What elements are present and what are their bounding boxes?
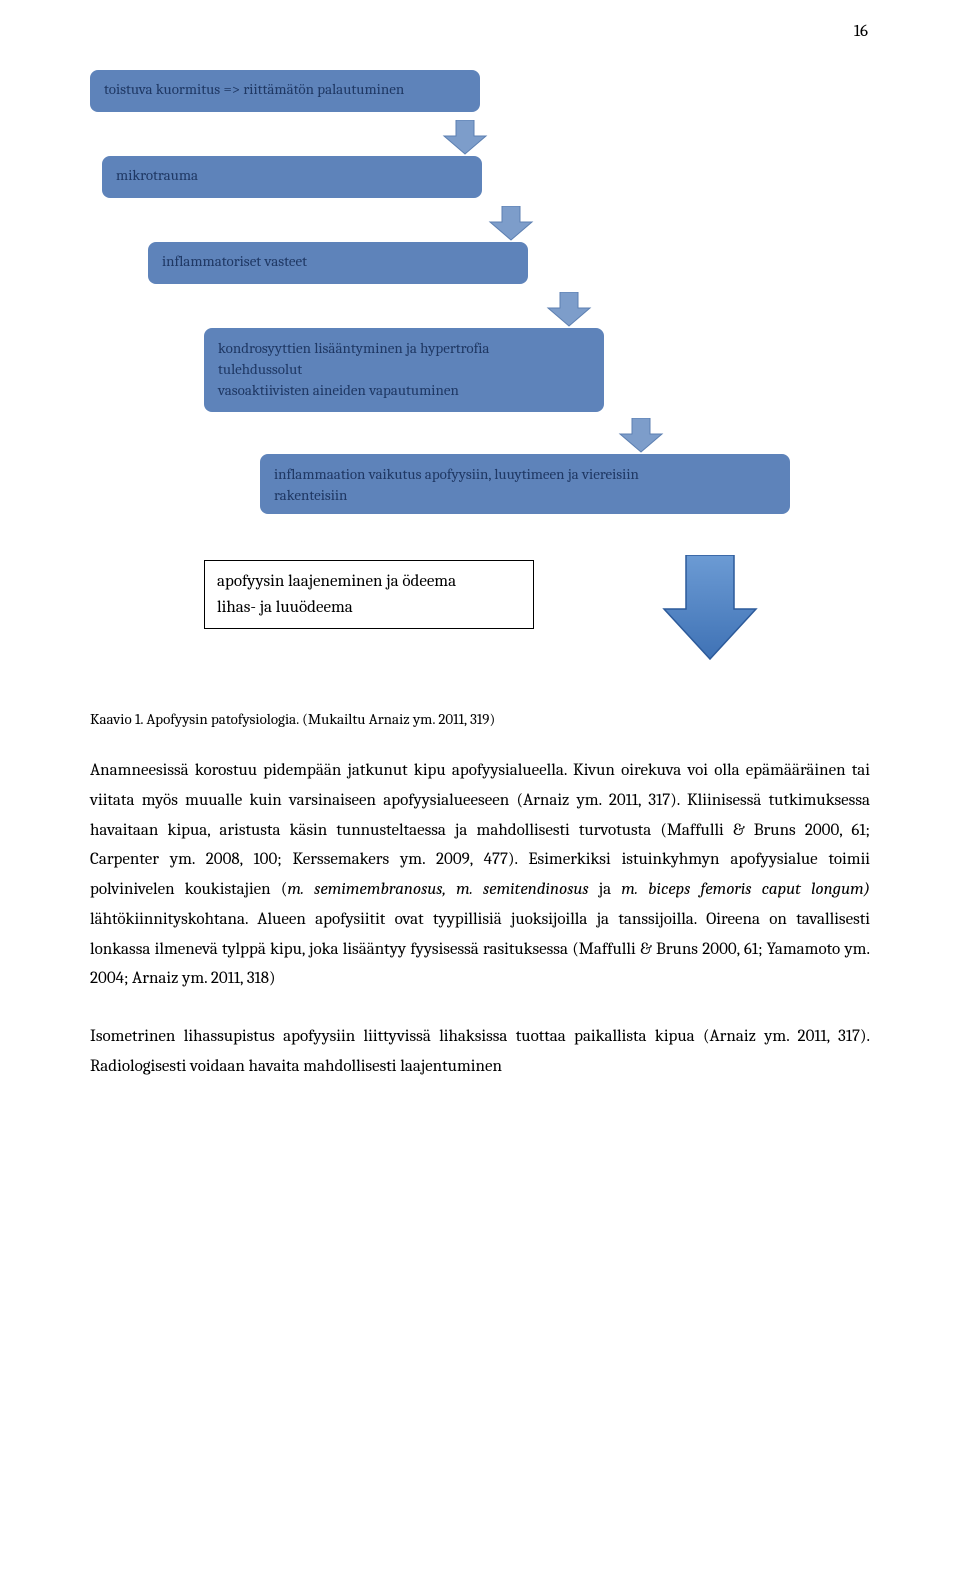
big-arrow-icon [660,555,760,665]
para1-part-b: ja [599,880,611,899]
page-number: 16 [854,22,868,41]
figure-caption: Kaavio 1. Apofyysin patofysiologia. (Muk… [90,710,870,728]
flow-box-3: inflammatoriset vasteet [148,242,528,284]
result-line-1: apofyysin laajeneminen ja ödeema [217,569,521,595]
para1-part-c: lähtökiinnityskohtana. Alueen apofysiiti… [90,910,870,989]
flow-text-2: mikrotrauma [116,166,198,184]
flow-box-2: mikrotrauma [102,156,482,198]
flow-text-4a: kondrosyyttien lisääntyminen ja hypertro… [218,338,590,359]
flow-box-1: toistuva kuormitus => riittämätön palaut… [90,70,480,112]
para1-part-a: Anamneesissä korostuu pidempään jatkunut… [90,761,870,899]
para1-italic-2: m. biceps femoris caput longum) [611,880,870,899]
flow-text-4b: tulehdussolut [218,359,590,380]
arrow-icon [544,292,594,328]
flow-box-4: kondrosyyttien lisääntyminen ja hypertro… [204,328,604,412]
paragraph-1: Anamneesissä korostuu pidempään jatkunut… [90,756,870,994]
flowchart: toistuva kuormitus => riittämätön palaut… [90,70,870,540]
flow-box-5: inflammaation vaikutus apofyysiin, luuyt… [260,454,790,514]
result-line-2: lihas- ja luuödeema [217,595,521,621]
flow-text-5a: inflammaation vaikutus apofyysiin, luuyt… [274,464,776,485]
arrow-icon [616,418,666,454]
flow-text-3: inflammatoriset vasteet [162,252,307,270]
arrow-icon [486,206,536,242]
arrow-icon [440,120,490,156]
para1-italic-1: m. semimembranosus, m. semitendinosus [287,880,598,899]
flow-text-1: toistuva kuormitus => riittämätön palaut… [104,80,404,98]
flow-text-5b: rakenteisiin [274,485,776,506]
result-box: apofyysin laajeneminen ja ödeema lihas- … [204,560,534,629]
flow-text-4c: vasoaktiivisten aineiden vapautuminen [218,380,590,401]
paragraph-2: Isometrinen lihassupistus apofyysiin lii… [90,1022,870,1082]
